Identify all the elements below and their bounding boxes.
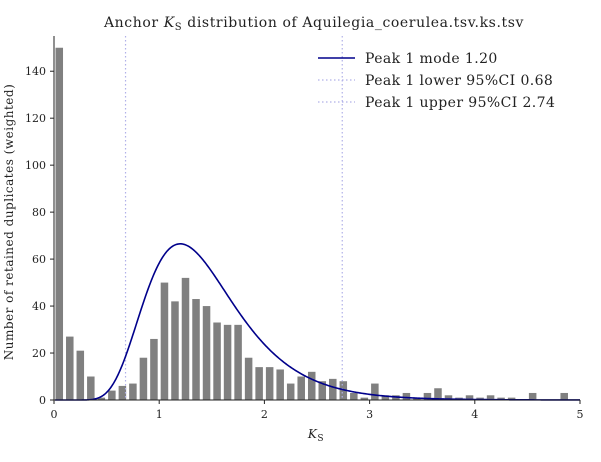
x-axis-label: KS — [307, 427, 324, 444]
histogram-bar — [339, 381, 348, 400]
histogram-bar — [560, 392, 568, 400]
histogram-bar — [97, 397, 106, 400]
y-tick-label: 60 — [32, 253, 46, 266]
histogram-bar — [329, 378, 337, 400]
y-tick-label: 120 — [25, 112, 46, 125]
histogram-bar — [350, 392, 358, 400]
y-tick-label: 140 — [25, 65, 46, 78]
ci-lines — [124, 36, 343, 400]
histogram-bar — [66, 336, 74, 400]
histogram-bar — [234, 324, 242, 400]
y-axis-label: Number of retained duplicates (weighted) — [2, 84, 16, 361]
histogram-bar — [192, 299, 200, 400]
histogram-bars — [55, 47, 568, 400]
histogram-bar — [171, 301, 179, 400]
chart-title: Anchor KS distribution of Aquilegia_coer… — [103, 15, 524, 33]
histogram-bar — [307, 371, 316, 400]
histogram-bar — [55, 47, 64, 400]
histogram-bar — [360, 397, 369, 400]
histogram-bar — [486, 395, 495, 400]
legend-label: Peak 1 lower 95%CI 0.68 — [365, 73, 553, 89]
histogram-bar — [507, 397, 516, 400]
histogram-bar — [444, 395, 453, 400]
x-tick-label: 1 — [156, 408, 163, 421]
histogram-bar — [371, 383, 379, 400]
y-tick-label: 20 — [32, 347, 46, 360]
histogram-bar — [265, 367, 274, 400]
y-tick-label: 100 — [25, 159, 46, 172]
histogram-bar — [118, 385, 127, 400]
histogram-bar — [402, 392, 411, 400]
x-tick-label: 0 — [51, 408, 58, 421]
histogram-bar — [286, 383, 295, 400]
histogram-bar — [76, 350, 85, 400]
x-tick-label: 5 — [577, 408, 584, 421]
histogram-bar — [129, 383, 137, 400]
histogram-bar — [213, 322, 221, 400]
y-tick-label: 40 — [32, 300, 46, 313]
histogram-bar — [150, 338, 158, 400]
x-tick-label: 3 — [366, 408, 373, 421]
histogram-bar — [381, 395, 390, 400]
histogram-bar — [465, 395, 474, 400]
histogram-bar — [160, 282, 169, 400]
histogram-bar — [181, 277, 190, 400]
histogram-bar — [423, 392, 432, 400]
histogram-bar — [276, 369, 284, 400]
y-tick-label: 80 — [32, 206, 46, 219]
histogram-bar — [244, 357, 253, 400]
histogram-bar — [297, 376, 305, 400]
legend-label: Peak 1 mode 1.20 — [365, 51, 498, 67]
histogram-bar — [528, 392, 537, 400]
histogram-bar — [318, 381, 327, 400]
histogram-bar — [87, 376, 95, 400]
histogram-bar — [223, 324, 232, 400]
legend: Peak 1 mode 1.20 Peak 1 lower 95%CI 0.68 P… — [318, 51, 555, 111]
histogram-bar — [255, 367, 263, 400]
axes: 0 1 2 3 4 5 0 20 40 60 80 100 120 140 — [25, 36, 584, 421]
histogram-bar — [139, 357, 148, 400]
x-tick-label: 2 — [261, 408, 268, 421]
histogram-bar — [434, 388, 442, 400]
y-tick-label: 0 — [39, 394, 46, 407]
histogram-bar — [202, 306, 211, 400]
peak-curve — [55, 243, 580, 401]
x-tick-label: 4 — [471, 408, 478, 421]
legend-label: Peak 1 upper 95%CI 2.74 — [365, 95, 555, 111]
histogram-bar — [497, 397, 505, 400]
peak-curve-layer — [55, 243, 580, 401]
histogram-bar — [108, 390, 116, 400]
